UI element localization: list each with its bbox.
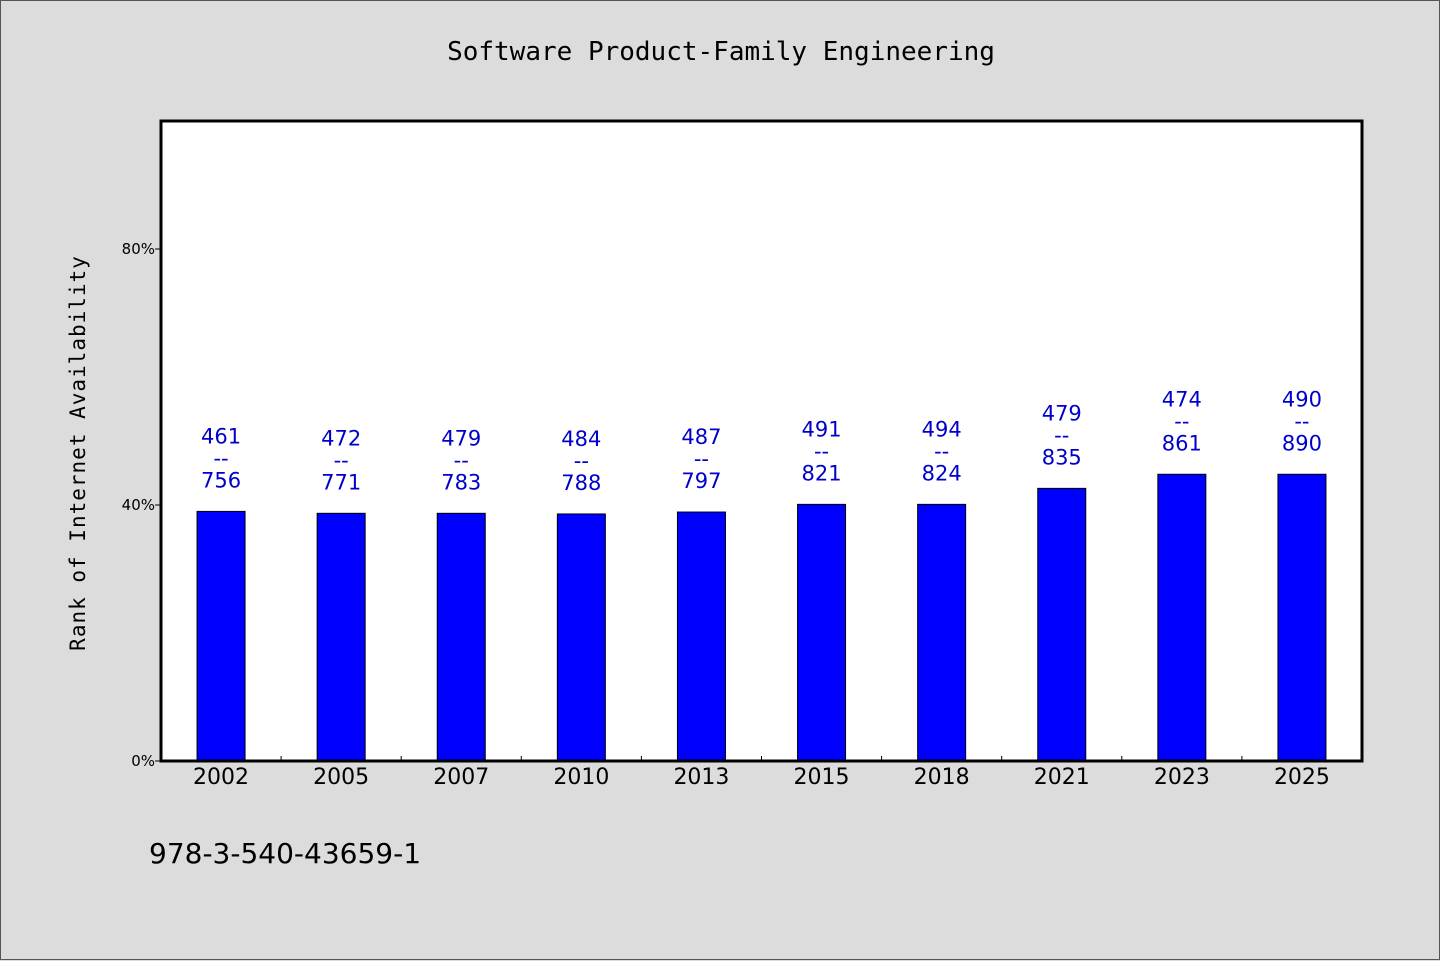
x-tick-label: 2021	[1034, 765, 1090, 790]
data-label-separator: --	[1174, 409, 1189, 433]
data-label-separator: --	[334, 448, 349, 472]
bar	[556, 513, 606, 762]
data-label-bottom: 835	[1042, 445, 1082, 469]
data-label-separator: --	[934, 439, 949, 463]
data-label-top: 484	[561, 427, 601, 451]
data-label-separator: --	[1054, 423, 1069, 447]
y-tick-label: 0%	[131, 752, 155, 770]
bar	[1277, 473, 1327, 762]
data-label-separator: --	[694, 447, 709, 471]
data-label-bottom: 788	[561, 471, 601, 495]
data-label-top: 494	[922, 417, 962, 441]
data-label-separator: --	[454, 448, 469, 472]
y-tick-label: 80%	[122, 240, 155, 258]
plot-border	[159, 119, 1364, 763]
bar	[436, 512, 486, 762]
data-label-top: 472	[321, 426, 361, 450]
bar	[797, 503, 847, 762]
data-label-separator: --	[814, 439, 829, 463]
data-label-top: 491	[802, 417, 842, 441]
data-label-bottom: 824	[922, 461, 962, 485]
data-label-top: 479	[1042, 401, 1082, 425]
bar	[676, 511, 726, 762]
data-label-bottom: 821	[802, 461, 842, 485]
x-tick-label: 2005	[313, 765, 369, 790]
isbn-text: 978-3-540-43659-1	[149, 837, 422, 870]
data-label-bottom: 756	[201, 468, 241, 492]
bar	[196, 510, 246, 762]
data-label-bottom: 890	[1282, 431, 1322, 455]
x-tick-label: 2018	[914, 765, 970, 790]
data-label-separator: --	[1294, 409, 1309, 433]
data-label-separator: --	[213, 446, 228, 470]
data-label-bottom: 783	[441, 470, 481, 494]
data-label-top: 490	[1282, 387, 1322, 411]
x-tick-label: 2013	[673, 765, 729, 790]
x-tick-label: 2007	[433, 765, 489, 790]
y-tick-label: 40%	[122, 496, 155, 514]
data-label-bottom: 771	[321, 470, 361, 494]
bar	[1157, 473, 1207, 762]
data-label-top: 487	[681, 425, 721, 449]
data-label-top: 461	[201, 424, 241, 448]
bar	[316, 512, 366, 762]
bar	[917, 503, 967, 762]
x-tick-label: 2025	[1274, 765, 1330, 790]
x-tick-label: 2010	[553, 765, 609, 790]
data-label-top: 479	[441, 426, 481, 450]
data-label-bottom: 797	[681, 469, 721, 493]
data-label-separator: --	[574, 449, 589, 473]
x-tick-label: 2023	[1154, 765, 1210, 790]
chart-title: Software Product-Family Engineering	[447, 37, 995, 67]
data-label-bottom: 861	[1162, 431, 1202, 455]
x-tick-label: 2002	[193, 765, 249, 790]
x-tick-label: 2015	[794, 765, 850, 790]
bar	[1037, 487, 1087, 762]
data-label-top: 474	[1162, 387, 1202, 411]
